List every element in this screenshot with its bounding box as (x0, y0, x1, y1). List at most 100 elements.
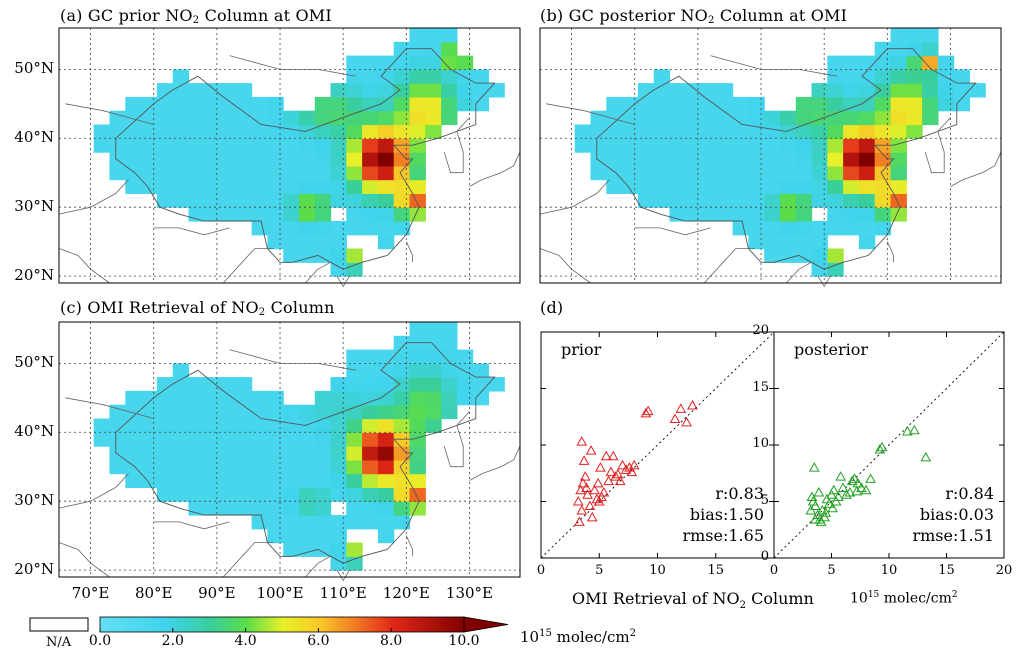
scatter-point (830, 495, 842, 506)
map-cell (780, 124, 797, 139)
map-cell (393, 377, 411, 392)
map-cell (858, 221, 876, 236)
map-cell (732, 96, 749, 112)
map-cell (346, 542, 363, 557)
map-cell (377, 55, 395, 70)
map-cell (172, 193, 190, 208)
map-cell (314, 221, 332, 236)
border-line (336, 569, 350, 582)
border-line (222, 542, 274, 578)
map-cell (362, 473, 379, 488)
map-cell (251, 446, 268, 461)
map-cell (409, 124, 426, 139)
colorbar-segment (266, 617, 271, 632)
colorbar-segment (330, 617, 335, 632)
map-cell (251, 501, 268, 516)
map-cell (441, 69, 458, 84)
scatter-point (610, 471, 621, 481)
map-cell (409, 432, 426, 447)
map-cell (251, 110, 268, 126)
map-cell (637, 179, 655, 194)
map-cell (141, 152, 158, 167)
map-cell (299, 528, 316, 544)
map-cell (109, 418, 126, 433)
map-cell (488, 377, 505, 392)
map-cell (346, 138, 363, 153)
scatter-point (826, 489, 837, 499)
map-cell (377, 152, 395, 167)
map-cell (425, 377, 442, 392)
map-cell (346, 165, 363, 181)
map-panel-c (58, 321, 521, 582)
colorbar-segment (400, 617, 404, 632)
map-cell (235, 193, 253, 208)
map-cell (922, 41, 939, 57)
map-cell (764, 110, 781, 126)
map-cell (874, 96, 892, 112)
map-cell (346, 459, 363, 475)
map-cell (235, 124, 253, 139)
scatter-stat: rmse:1.51 (912, 526, 994, 545)
panel-d-title: (d) (540, 298, 564, 317)
colorbar-segment (312, 617, 316, 632)
map-cell (220, 110, 237, 126)
map-cell (441, 83, 458, 98)
scatter-point (902, 425, 913, 436)
colorbar-segment (209, 617, 213, 632)
map-cell (858, 124, 876, 139)
scatter-point (628, 459, 640, 470)
map-cell (346, 248, 363, 263)
map-cell (843, 83, 860, 98)
map-cell (267, 390, 284, 406)
map-cell (874, 41, 892, 57)
map-cell (125, 418, 142, 433)
scatter-point (920, 451, 932, 462)
map-cell (425, 96, 442, 112)
map-cell (109, 432, 126, 447)
map-cell (362, 377, 379, 392)
map-cell (314, 110, 332, 126)
map-cell (204, 179, 221, 194)
map-cell (251, 404, 268, 420)
colorbar-segment (460, 617, 465, 632)
map-cell (220, 432, 237, 447)
map-cell (251, 459, 268, 475)
map-panel-b (539, 27, 1002, 288)
map-cell (795, 165, 813, 181)
colorbar-segment (391, 617, 395, 632)
map-cell (716, 96, 734, 112)
colorbar-segment (309, 617, 313, 632)
map-cell (125, 459, 142, 475)
map-cell (330, 390, 347, 406)
map-cell (235, 487, 253, 502)
scatter-stat: rmse:1.65 (682, 526, 764, 545)
border-line (546, 103, 635, 125)
map-cell (93, 124, 111, 139)
map-cell (377, 110, 395, 126)
lon-label: 80°E (134, 584, 173, 602)
map-cell (267, 234, 284, 250)
map-cell (220, 418, 237, 433)
map-cell (716, 165, 734, 181)
map-cell (235, 432, 253, 447)
scatter-point (876, 441, 888, 452)
map-cell (441, 28, 458, 43)
map-cell (235, 165, 253, 181)
map-cell (409, 83, 426, 98)
map-cell (685, 110, 702, 126)
map-cell (827, 262, 844, 277)
map-cell (109, 124, 126, 139)
map-cell (220, 124, 237, 139)
lon-label: 100°E (256, 584, 304, 602)
map-cell (827, 193, 844, 208)
map-cell (732, 138, 749, 153)
colorbar-segment (282, 617, 286, 632)
map-cell (346, 390, 363, 406)
map-cell (669, 138, 686, 153)
map-cell (188, 110, 205, 126)
map-cell (393, 41, 411, 57)
map-cell (125, 152, 142, 167)
map-cell (362, 179, 379, 194)
map-cell (362, 69, 379, 84)
map-cell (653, 179, 671, 194)
